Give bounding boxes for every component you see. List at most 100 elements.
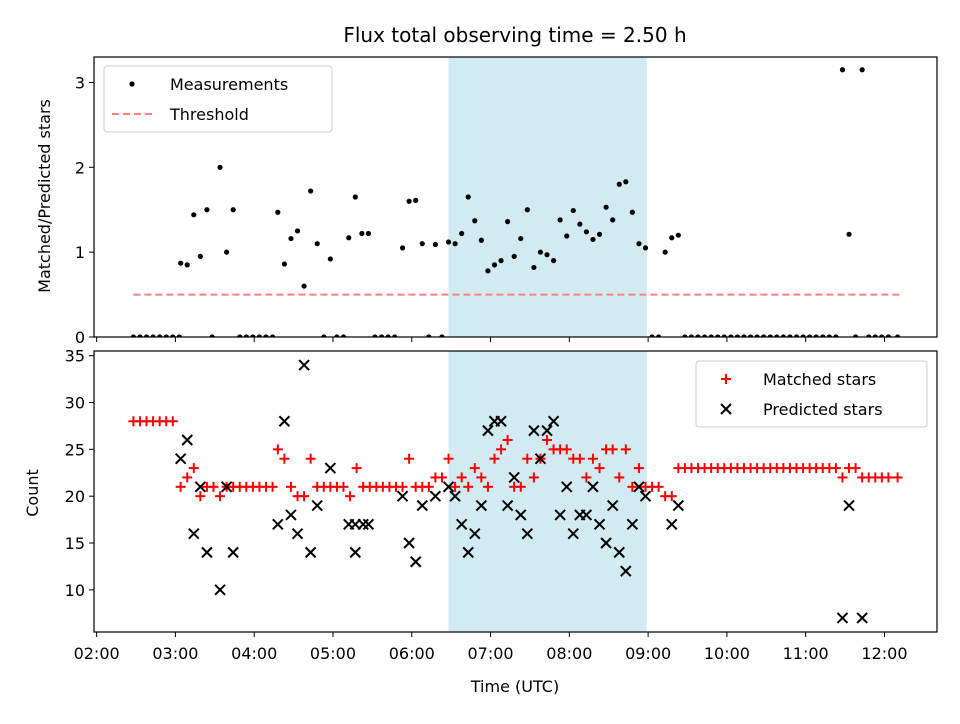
predicted-point — [541, 424, 553, 437]
predicted-point — [349, 546, 362, 559]
measurement-point — [191, 212, 197, 218]
cross-b — [442, 481, 455, 493]
cross-b — [462, 546, 474, 559]
measurement-point — [518, 235, 524, 242]
measurement-point — [879, 334, 885, 337]
legend-cross-glyph — [720, 403, 732, 415]
measurement-point — [708, 334, 714, 337]
matched-point — [528, 472, 539, 483]
predicted-point — [174, 453, 187, 465]
measurement-point — [301, 283, 307, 289]
legend-matched: Matched stars — [763, 370, 876, 389]
measurement-point — [577, 221, 583, 227]
cross-b — [291, 527, 304, 540]
measurement-point — [754, 334, 760, 337]
measurement-point — [761, 334, 767, 337]
y-axis-label-bottom: Count — [23, 469, 42, 517]
predicted-point — [396, 490, 409, 502]
matched-point — [397, 481, 408, 492]
predicted-point — [475, 499, 488, 512]
matched-point — [167, 416, 178, 427]
predicted-point — [843, 499, 855, 512]
matched-point — [279, 453, 290, 464]
cross-b — [188, 527, 200, 540]
measurement-point — [130, 334, 136, 337]
predicted-point — [534, 453, 547, 465]
measurement-point — [485, 268, 491, 274]
measurement-point — [537, 249, 544, 255]
panel-counts: 10 15 20 25 30 35 02:00 03:00 04:00 05:00 06:00 07:… — [65, 347, 938, 663]
cross-b — [843, 499, 855, 512]
matched-point — [195, 491, 206, 502]
plot-area — [130, 67, 901, 337]
measurement-point — [250, 334, 256, 337]
y-tick-label: 30 — [65, 394, 85, 413]
measurement-point — [583, 229, 590, 235]
measurement-point — [385, 334, 391, 337]
predicted-point — [227, 546, 239, 559]
predicted-point — [567, 527, 579, 540]
x-tick-label: 04:00 — [231, 644, 277, 663]
y-tick-label: 3 — [75, 73, 85, 92]
predicted-point — [298, 359, 310, 371]
matched-point — [175, 481, 186, 492]
measurement-point — [656, 334, 662, 337]
measurement-point — [780, 334, 786, 337]
measurement-point — [204, 207, 210, 213]
y-tick-label: 25 — [65, 440, 85, 459]
measurement-point — [275, 209, 281, 215]
predicted-point — [547, 415, 560, 427]
predicted-point — [201, 546, 213, 559]
predicted-point — [220, 481, 233, 493]
measurement-point — [445, 239, 452, 245]
matched-point — [883, 472, 894, 483]
matched-point — [574, 453, 585, 464]
measurement-point — [263, 334, 269, 337]
predicted-point — [285, 509, 297, 521]
matched-point — [496, 444, 507, 455]
matched-point — [404, 453, 415, 464]
cross-b — [324, 462, 337, 474]
y-tick-label: 2 — [75, 158, 85, 177]
x-tick-label: 06:00 — [389, 644, 435, 663]
measurement-point — [465, 194, 471, 200]
cross-b — [554, 509, 566, 521]
predicted-point — [442, 481, 455, 493]
measurement-point — [603, 204, 609, 210]
cross-b — [606, 499, 619, 512]
predicted-point — [613, 546, 625, 559]
measurement-point — [701, 334, 708, 337]
measurement-point — [413, 197, 419, 203]
cross-b — [214, 584, 226, 596]
matched-point — [188, 463, 199, 474]
predicted-point — [416, 499, 428, 512]
cross-b — [220, 481, 233, 493]
matched-point — [830, 463, 841, 474]
measurement-point — [224, 249, 230, 255]
measurement-point — [170, 334, 176, 337]
predicted-point — [482, 424, 494, 437]
measurement-point — [478, 237, 484, 243]
measurement-point — [308, 188, 314, 194]
matched-point — [469, 463, 480, 474]
cross-b — [357, 518, 369, 530]
matched-point — [443, 453, 454, 464]
measurement-point — [197, 253, 203, 259]
x-axis-label: Time (UTC) — [470, 677, 559, 696]
predicted-point — [554, 509, 566, 521]
measurement-point — [511, 253, 517, 259]
predicted-point — [291, 527, 304, 540]
matched-point — [587, 453, 598, 464]
matched-point — [653, 481, 664, 492]
panel-ratio: 0 1 2 3 — [75, 56, 938, 347]
measurement-point — [734, 334, 741, 337]
measurement-point — [452, 241, 458, 247]
measurement-point — [327, 256, 333, 262]
measurement-point — [314, 241, 320, 247]
axes-frame — [93, 56, 938, 338]
measurement-point — [288, 235, 294, 242]
matched-point — [607, 444, 618, 455]
predicted-point — [357, 518, 369, 530]
cross-b — [561, 481, 573, 493]
cross-b — [620, 565, 632, 577]
